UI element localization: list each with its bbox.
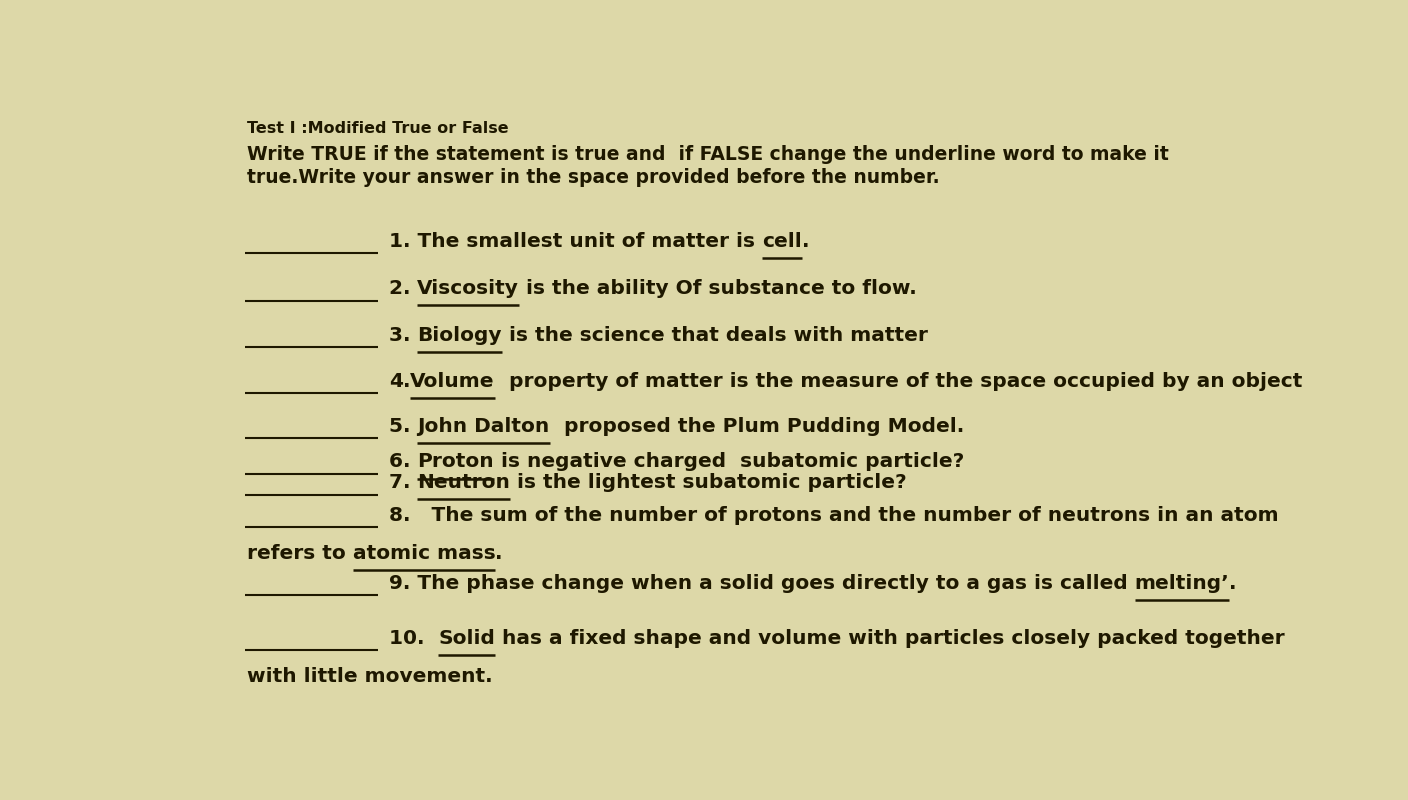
Text: 5.: 5. <box>389 417 417 436</box>
Text: Viscosity: Viscosity <box>417 279 520 298</box>
Text: 9. The phase change when a solid goes directly to a gas is called: 9. The phase change when a solid goes di… <box>389 574 1135 593</box>
Text: 7.: 7. <box>389 474 417 492</box>
Text: Volume: Volume <box>410 372 494 390</box>
Text: is the science that deals with matter: is the science that deals with matter <box>501 326 928 345</box>
Text: 1. The smallest unit of matter is: 1. The smallest unit of matter is <box>389 232 762 251</box>
Text: has a fixed shape and volume with particles closely packed together: has a fixed shape and volume with partic… <box>496 630 1284 648</box>
Text: with little movement.: with little movement. <box>246 667 493 686</box>
Text: property of matter is the measure of the space occupied by an object: property of matter is the measure of the… <box>494 372 1302 390</box>
Text: is the ability Of substance to flow.: is the ability Of substance to flow. <box>520 279 917 298</box>
Text: .: . <box>801 232 810 251</box>
Text: cell: cell <box>762 232 801 251</box>
Text: true.Write your answer in the space provided before the number.: true.Write your answer in the space prov… <box>246 168 939 187</box>
Text: atomic mass: atomic mass <box>352 544 496 563</box>
Text: Biology: Biology <box>417 326 501 345</box>
Text: Proton: Proton <box>417 453 494 471</box>
Text: melting’: melting’ <box>1135 574 1229 593</box>
Text: .: . <box>1229 574 1236 593</box>
Text: 4.: 4. <box>389 372 410 390</box>
Text: proposed the Plum Pudding Model.: proposed the Plum Pudding Model. <box>549 417 964 436</box>
Text: 8.   The sum of the number of protons and the number of neutrons in an atom: 8. The sum of the number of protons and … <box>389 506 1278 525</box>
Text: Write TRUE if the statement is true and  if FALSE change the underline word to m: Write TRUE if the statement is true and … <box>246 146 1169 164</box>
Text: 6.: 6. <box>389 453 417 471</box>
Text: 3.: 3. <box>389 326 417 345</box>
Text: is the lightest subatomic particle?: is the lightest subatomic particle? <box>510 474 907 492</box>
Text: .: . <box>496 544 503 563</box>
Text: Test I :Modified True or False: Test I :Modified True or False <box>246 121 508 136</box>
Text: 2.: 2. <box>389 279 417 298</box>
Text: is negative charged  subatomic particle?: is negative charged subatomic particle? <box>494 453 964 471</box>
Text: 10.: 10. <box>389 630 438 648</box>
Text: John Dalton: John Dalton <box>417 417 549 436</box>
Text: Neutron: Neutron <box>417 474 510 492</box>
Text: refers to: refers to <box>246 544 352 563</box>
Text: Solid: Solid <box>438 630 496 648</box>
